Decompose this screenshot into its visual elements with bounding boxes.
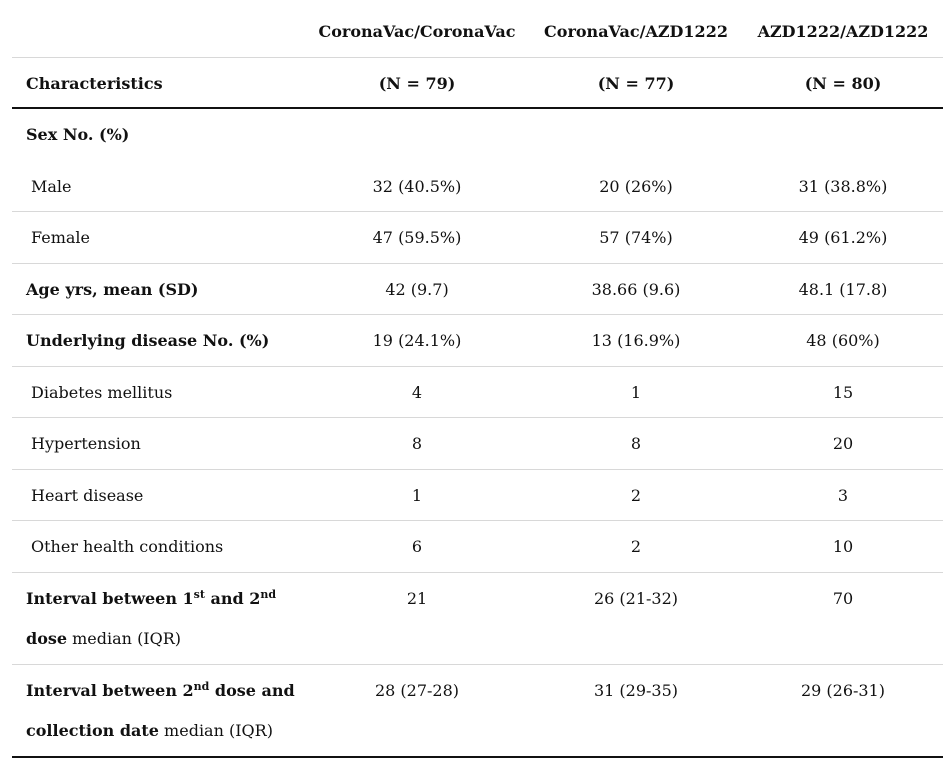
row-divider xyxy=(12,314,943,315)
column-group: AZD1222/AZD1222 xyxy=(757,22,929,41)
row-label: collection date median (IQR) xyxy=(26,721,273,741)
cell-value: 2 xyxy=(630,485,642,505)
cell-value: 10 xyxy=(832,537,854,556)
row-label: Underlying disease No. (%) xyxy=(26,331,269,351)
cell-value: 47 (59.5%) xyxy=(372,228,462,247)
row-label: Sex No. (%) xyxy=(26,125,129,145)
row-divider xyxy=(12,664,943,665)
cell-value: 20 (26%) xyxy=(599,176,673,196)
rule xyxy=(12,107,943,109)
cell-value: 70 xyxy=(832,588,854,608)
column-count: (N = 80) xyxy=(804,74,882,93)
label-part: dose xyxy=(26,628,68,648)
row-label: Age yrs, mean (SD) xyxy=(26,280,198,300)
column-group: CoronaVac/CoronaVac xyxy=(318,22,516,41)
row-divider xyxy=(12,469,943,470)
row-label: Interval between 1st and 2nd xyxy=(26,589,276,609)
row-label: Diabetes mellitus xyxy=(31,383,172,403)
cell-value: 15 xyxy=(832,382,854,402)
label-part: Interval between 1 xyxy=(26,588,194,608)
cell-value: 42 (9.7) xyxy=(385,279,449,299)
cell-value: 48.1 (17.8) xyxy=(798,279,888,299)
cell-value: 32 (40.5%) xyxy=(372,176,462,196)
label-part: nd xyxy=(193,679,210,693)
row-divider xyxy=(12,366,943,367)
column-group: CoronaVac/AZD1222 xyxy=(544,22,728,41)
label-part: dose and xyxy=(209,680,295,700)
cell-value: 31 (29-35) xyxy=(593,680,679,700)
row-divider xyxy=(12,417,943,418)
label-part: collection date xyxy=(26,720,159,740)
label-part: Sex No. (%) xyxy=(26,125,130,144)
row-divider xyxy=(12,520,943,521)
column-count: (N = 77) xyxy=(597,74,675,93)
cell-value: 19 (24.1%) xyxy=(372,331,462,350)
label-part: nd xyxy=(260,587,277,601)
row-label: Other health conditions xyxy=(31,537,223,557)
label-part: Heart disease xyxy=(31,485,144,505)
cell-value: 57 (74%) xyxy=(599,228,673,247)
row-label: Interval between 2nd dose and xyxy=(26,681,295,701)
cell-value: 21 xyxy=(406,588,428,608)
label-part: median (IQR) xyxy=(67,628,182,648)
cell-value: 3 xyxy=(837,485,849,505)
label-part: Age yrs, mean (SD) xyxy=(26,279,199,299)
header-label: Characteristics xyxy=(26,74,163,93)
label-part: Diabetes mellitus xyxy=(31,382,173,402)
row-label: Female xyxy=(31,228,90,248)
row-label: Hypertension xyxy=(31,434,141,454)
cell-value: 4 xyxy=(411,382,423,402)
cell-value: 1 xyxy=(411,485,423,505)
label-part: Interval between 2 xyxy=(26,680,194,700)
cell-value: 1 xyxy=(630,382,642,402)
label-part: st xyxy=(193,587,205,601)
cell-value: 28 (27-28) xyxy=(374,680,460,700)
cell-value: 13 (16.9%) xyxy=(591,331,681,350)
cell-value: 29 (26-31) xyxy=(800,680,886,700)
rule xyxy=(12,756,943,758)
row-label: Male xyxy=(31,177,72,197)
cell-value: 8 xyxy=(411,434,423,453)
cell-value: 31 (38.8%) xyxy=(798,176,888,196)
row-label: dose median (IQR) xyxy=(26,629,181,649)
label-part: Other health conditions xyxy=(31,537,224,556)
cell-value: 8 xyxy=(630,434,642,453)
label-part: Male xyxy=(31,176,72,196)
label-part: and 2 xyxy=(204,588,261,608)
row-label: Heart disease xyxy=(31,486,143,506)
cell-value: 38.66 (9.6) xyxy=(591,279,681,299)
label-part: median (IQR) xyxy=(158,720,273,740)
label-part: Female xyxy=(31,228,90,247)
label-part: Underlying disease No. (%) xyxy=(26,331,270,350)
cell-value: 48 (60%) xyxy=(806,331,880,350)
column-count: (N = 79) xyxy=(378,74,456,93)
cell-value: 2 xyxy=(630,537,642,556)
row-divider xyxy=(12,211,943,212)
row-divider xyxy=(12,263,943,264)
label-part: Hypertension xyxy=(31,434,141,453)
row-divider xyxy=(12,572,943,573)
row-divider xyxy=(12,57,943,58)
cell-value: 20 xyxy=(832,434,854,453)
cell-value: 26 (21-32) xyxy=(593,588,679,608)
cell-value: 6 xyxy=(411,537,423,556)
cell-value: 49 (61.2%) xyxy=(798,228,888,247)
